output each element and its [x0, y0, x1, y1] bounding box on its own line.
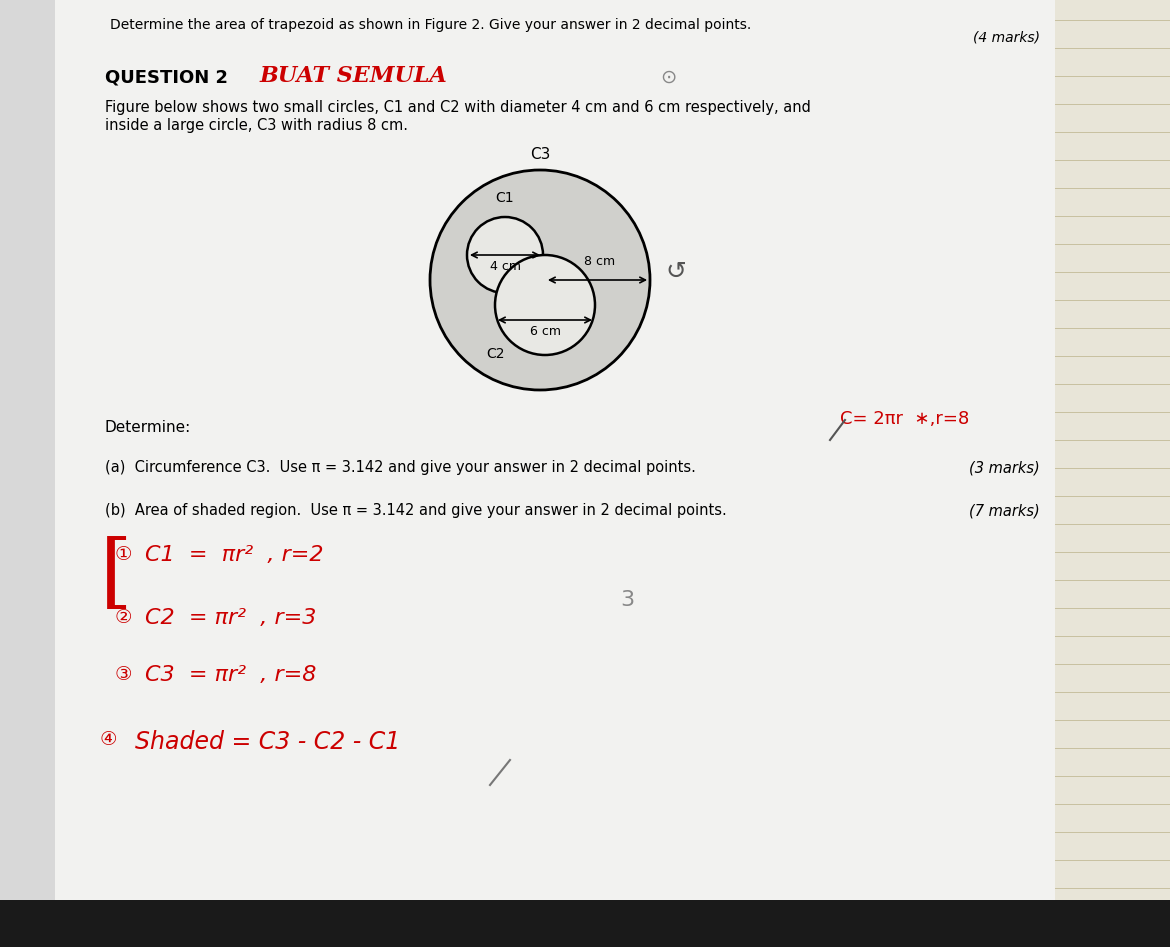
Text: ②: ② [115, 608, 132, 627]
FancyBboxPatch shape [1055, 0, 1170, 947]
Circle shape [495, 255, 596, 355]
Text: ↺: ↺ [665, 260, 686, 284]
Text: 8 cm: 8 cm [585, 255, 615, 268]
FancyBboxPatch shape [0, 900, 1170, 947]
Text: Figure below shows two small circles, C1 and C2 with diameter 4 cm and 6 cm resp: Figure below shows two small circles, C1… [105, 100, 811, 115]
Text: (7 marks): (7 marks) [969, 503, 1040, 518]
Text: ⊙: ⊙ [660, 68, 676, 87]
Text: (4 marks): (4 marks) [973, 30, 1040, 44]
Text: (a)  Circumference C3.  Use π = 3.142 and give your answer in 2 decimal points.: (a) Circumference C3. Use π = 3.142 and … [105, 460, 696, 475]
Text: Determine:: Determine: [105, 420, 191, 435]
Text: QUESTION 2: QUESTION 2 [105, 68, 228, 86]
Text: ③: ③ [115, 665, 132, 684]
Text: (b)  Area of shaded region.  Use π = 3.142 and give your answer in 2 decimal poi: (b) Area of shaded region. Use π = 3.142… [105, 503, 727, 518]
Text: 3: 3 [620, 590, 634, 610]
Text: ①: ① [115, 545, 132, 564]
Text: Determine the area of trapezoid as shown in Figure 2. Give your answer in 2 deci: Determine the area of trapezoid as shown… [110, 18, 751, 32]
Text: (3 marks): (3 marks) [969, 460, 1040, 475]
Text: C2: C2 [487, 347, 505, 361]
Text: C2  = πr²  , r=3: C2 = πr² , r=3 [145, 608, 316, 628]
Text: C= 2πr  ∗,r=8: C= 2πr ∗,r=8 [840, 410, 969, 428]
Text: C3  = πr²  , r=8: C3 = πr² , r=8 [145, 665, 316, 685]
Text: BUAT SEMULA: BUAT SEMULA [260, 65, 448, 87]
Text: inside a large circle, C3 with radius 8 cm.: inside a large circle, C3 with radius 8 … [105, 118, 408, 133]
Circle shape [467, 217, 543, 293]
Text: 4 cm: 4 cm [489, 260, 521, 273]
Text: C1  =  πr²  , r=2: C1 = πr² , r=2 [145, 545, 323, 565]
Text: Shaded = C3 - C2 - C1: Shaded = C3 - C2 - C1 [135, 730, 400, 754]
Circle shape [431, 170, 651, 390]
Text: 6 cm: 6 cm [530, 325, 560, 338]
FancyBboxPatch shape [55, 0, 1055, 947]
Text: ④: ④ [99, 730, 117, 749]
Text: [: [ [99, 535, 132, 615]
Text: C1: C1 [495, 191, 514, 205]
Text: C3: C3 [530, 147, 550, 162]
